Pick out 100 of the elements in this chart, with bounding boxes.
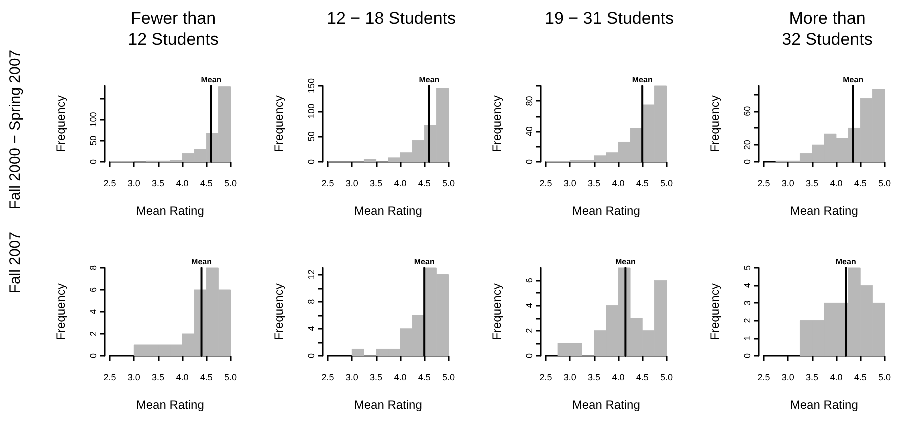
x-tick-label: 4.5 — [200, 178, 213, 188]
x-axis-title: Mean Rating — [572, 398, 640, 412]
x-tick-label: 5.0 — [878, 372, 891, 382]
x-tick-label: 4.5 — [418, 178, 431, 188]
x-tick-label: 5.0 — [442, 372, 455, 382]
ref-line-label: Mean — [843, 76, 864, 84]
y-axis-title: Frequency — [490, 284, 504, 340]
x-tick-label: 4.0 — [176, 178, 189, 188]
ref-line-label: Mean — [192, 258, 212, 266]
x-tick-label: 5.0 — [878, 178, 891, 188]
y-tick-label: 150 — [306, 78, 316, 94]
x-tick-label: 2.5 — [104, 178, 116, 188]
x-tick-label: 4.5 — [854, 178, 867, 188]
x-tick-label: 3.5 — [370, 372, 383, 382]
text: Fall 2000 − Spring 2007 — [7, 50, 24, 210]
y-tick-label: 100 — [306, 104, 316, 119]
x-tick-label: 4.0 — [830, 372, 843, 382]
y-tick-label: 0 — [306, 159, 316, 165]
x-tick-label: 3.0 — [782, 372, 794, 382]
y-tick-label: 0 — [524, 159, 534, 165]
y-tick-label: 80 — [524, 96, 534, 106]
y-tick-label: 50 — [306, 132, 316, 142]
x-tick-label: 3.0 — [128, 372, 140, 382]
y-tick-label: 4 — [306, 326, 316, 332]
x-tick-label: 4.0 — [394, 372, 407, 382]
x-axis-title: Mean Rating — [790, 398, 858, 412]
y-tick-label: 4 — [88, 309, 98, 315]
x-tick-label: 2.5 — [540, 372, 552, 382]
x-axis-title: Mean Rating — [354, 398, 422, 412]
y-tick-label: 3 — [742, 300, 752, 306]
ref-line-label: Mean — [615, 258, 636, 266]
x-tick-label: 3.0 — [128, 178, 140, 188]
x-tick-label: 4.0 — [612, 178, 625, 188]
y-tick-label: 100 — [88, 112, 98, 128]
ref-line-label: Mean — [836, 258, 856, 266]
ref-line-label: Mean — [632, 76, 653, 84]
y-axis-title: Frequency — [54, 284, 68, 340]
x-tick-label: 3.0 — [346, 178, 358, 188]
y-tick-label: 50 — [88, 136, 98, 146]
chart-title: 12 − 18 Students — [326, 9, 456, 28]
x-tick-label: 5.0 — [224, 178, 237, 188]
y-axis-title: Frequency — [490, 96, 504, 152]
x-tick-label: 2.5 — [758, 178, 770, 188]
y-tick-label: 2 — [88, 331, 98, 337]
y-tick-label: 4 — [742, 283, 752, 288]
x-tick-label: 4.5 — [636, 178, 649, 188]
ref-line-label: Mean — [414, 258, 435, 266]
x-tick-label: 2.5 — [322, 372, 334, 382]
y-tick-label: 40 — [524, 126, 534, 137]
x-tick-label: 4.0 — [612, 372, 625, 382]
x-tick-label: 4.0 — [830, 178, 843, 188]
x-tick-label: 3.5 — [152, 178, 165, 188]
chart-title: More than 32 Students — [782, 9, 873, 49]
y-tick-label: 0 — [88, 353, 98, 359]
x-tick-label: 5.0 — [660, 178, 673, 188]
x-tick-label: 5.0 — [442, 178, 455, 188]
y-axis-title: Frequency — [272, 96, 286, 152]
y-tick-label: 6 — [88, 287, 98, 293]
y-tick-label: 0 — [88, 159, 98, 165]
x-tick-label: 4.0 — [176, 372, 189, 382]
ref-line-label: Mean — [201, 76, 222, 84]
y-axis-title: Frequency — [708, 284, 722, 340]
x-tick-label: 3.0 — [564, 372, 576, 382]
x-axis-title: Mean Rating — [136, 204, 204, 218]
x-tick-label: 4.0 — [394, 178, 407, 188]
x-tick-label: 3.5 — [806, 178, 819, 188]
y-axis-title: Frequency — [54, 96, 68, 152]
ref-line-label: Mean — [419, 76, 440, 84]
y-tick-label: 0 — [742, 159, 752, 165]
chart-title: 19 − 31 Students — [544, 9, 674, 28]
x-tick-label: 4.5 — [854, 372, 867, 382]
y-tick-label: 4 — [524, 303, 534, 308]
x-tick-label: 3.5 — [588, 372, 601, 382]
x-tick-label: 5.0 — [660, 372, 673, 382]
y-tick-label: 0 — [524, 353, 534, 359]
x-tick-label: 3.5 — [152, 372, 165, 382]
y-tick-label: 0 — [306, 353, 316, 359]
y-tick-label: 12 — [306, 270, 316, 280]
y-tick-label: 8 — [306, 299, 316, 304]
y-tick-label: 20 — [742, 140, 752, 150]
y-tick-label: 2 — [742, 318, 752, 324]
x-tick-label: 3.0 — [346, 372, 358, 382]
y-tick-label: 8 — [88, 265, 98, 271]
x-axis-title: Mean Rating — [790, 204, 858, 218]
x-axis-title: Mean Rating — [136, 398, 204, 412]
x-tick-label: 2.5 — [758, 372, 770, 382]
x-tick-label: 4.5 — [200, 372, 213, 382]
y-tick-label: 5 — [742, 265, 752, 271]
x-tick-label: 4.5 — [418, 372, 431, 382]
y-tick-label: 0 — [742, 353, 752, 359]
y-tick-label: 1 — [742, 336, 752, 341]
x-tick-label: 3.5 — [588, 178, 601, 188]
text: Fall 2007 — [7, 232, 24, 294]
y-tick-label: 2 — [524, 328, 534, 334]
x-tick-label: 3.0 — [782, 178, 794, 188]
x-tick-label: 3.5 — [806, 372, 819, 382]
chart-title: Fewer than 12 Students — [128, 9, 219, 49]
x-tick-label: 5.0 — [224, 372, 237, 382]
y-tick-label: 60 — [742, 106, 752, 116]
y-tick-label: 6 — [524, 278, 534, 284]
